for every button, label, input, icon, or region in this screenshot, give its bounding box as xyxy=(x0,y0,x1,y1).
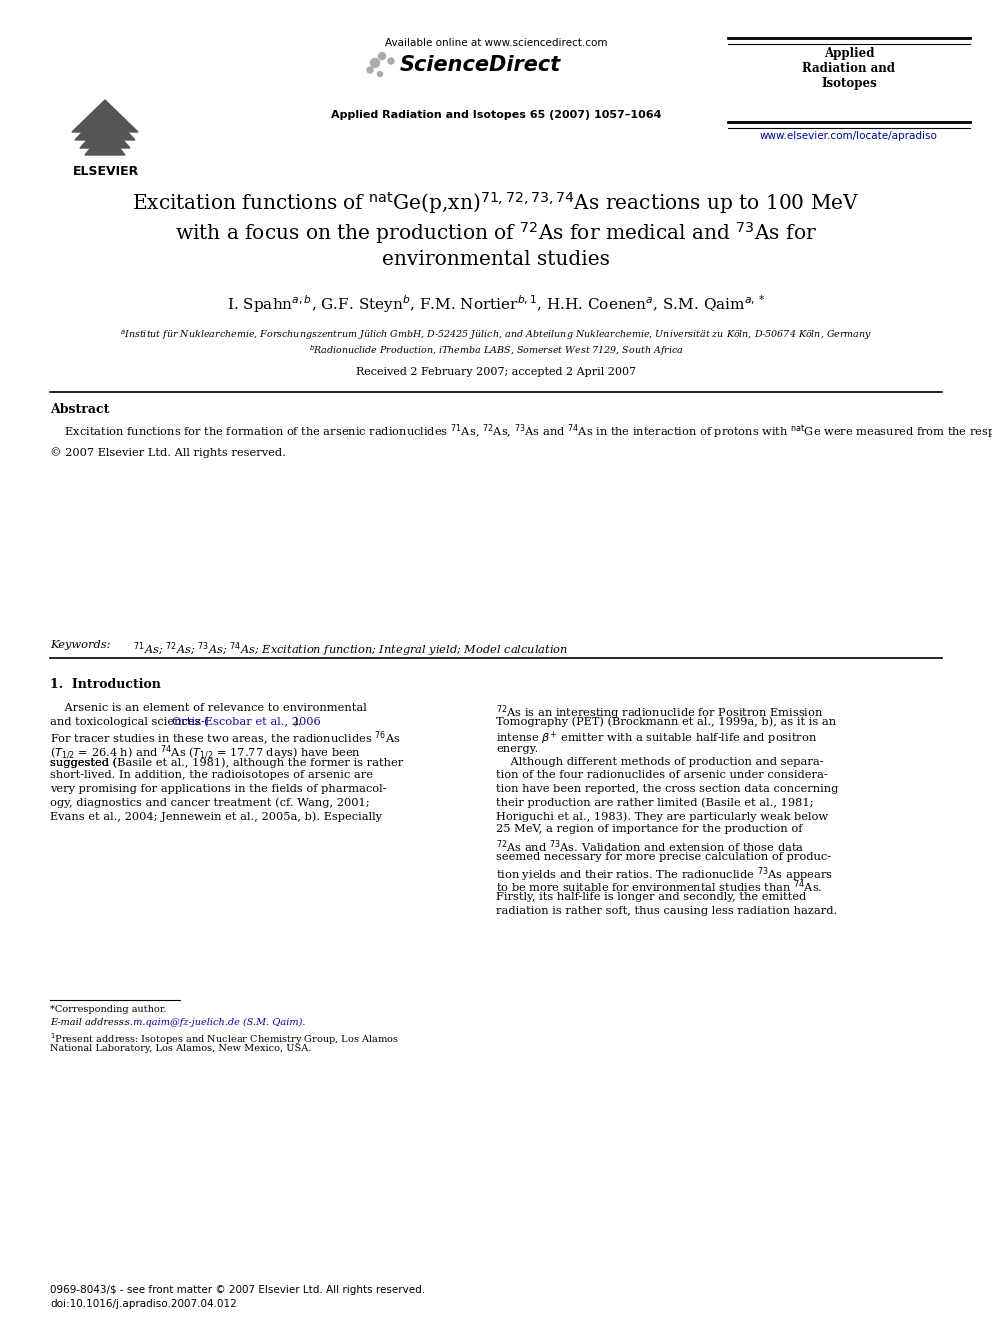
Text: suggested (: suggested ( xyxy=(50,757,117,767)
Text: Received 2 February 2007; accepted 2 April 2007: Received 2 February 2007; accepted 2 Apr… xyxy=(356,366,636,377)
Text: Available online at www.sciencedirect.com: Available online at www.sciencedirect.co… xyxy=(385,38,607,48)
Circle shape xyxy=(370,58,380,67)
Text: $^{1}$Present address: Isotopes and Nuclear Chemistry Group, Los Alamos: $^{1}$Present address: Isotopes and Nucl… xyxy=(50,1031,399,1046)
Text: National Laboratory, Los Alamos, New Mexico, USA.: National Laboratory, Los Alamos, New Mex… xyxy=(50,1044,311,1053)
Text: Arsenic is an element of relevance to environmental: Arsenic is an element of relevance to en… xyxy=(50,703,367,713)
Text: Horiguchi et al., 1983). They are particularly weak below: Horiguchi et al., 1983). They are partic… xyxy=(496,811,828,822)
Text: www.elsevier.com/locate/apradiso: www.elsevier.com/locate/apradiso xyxy=(760,131,938,142)
Text: Keywords:: Keywords: xyxy=(50,640,110,650)
Text: s.m.qaim@fz-juelich.de (S.M. Qaim).: s.m.qaim@fz-juelich.de (S.M. Qaim). xyxy=(125,1017,306,1027)
Text: seemed necessary for more precise calculation of produc-: seemed necessary for more precise calcul… xyxy=(496,852,831,861)
Text: Excitation functions of $^{\rm nat}$Ge(p,xn)$^{\rm 71,72,73,74}$As reactions up : Excitation functions of $^{\rm nat}$Ge(p… xyxy=(132,191,860,216)
Text: tion have been reported, the cross section data concerning: tion have been reported, the cross secti… xyxy=(496,785,838,794)
Text: 0969-8043/$ - see front matter © 2007 Elsevier Ltd. All rights reserved.: 0969-8043/$ - see front matter © 2007 El… xyxy=(50,1285,426,1295)
Text: radiation is rather soft, thus causing less radiation hazard.: radiation is rather soft, thus causing l… xyxy=(496,905,837,916)
Text: their production are rather limited (Basile et al., 1981;: their production are rather limited (Bas… xyxy=(496,798,813,808)
Text: energy.: energy. xyxy=(496,744,539,754)
Text: short-lived. In addition, the radioisotopes of arsenic are: short-lived. In addition, the radioisoto… xyxy=(50,770,373,781)
Text: very promising for applications in the fields of pharmacol-: very promising for applications in the f… xyxy=(50,785,387,794)
Text: 25 MeV, a region of importance for the production of: 25 MeV, a region of importance for the p… xyxy=(496,824,803,835)
Text: E-mail address:: E-mail address: xyxy=(50,1017,130,1027)
Text: ogy, diagnostics and cancer treatment (cf. Wang, 2001;: ogy, diagnostics and cancer treatment (c… xyxy=(50,798,370,808)
Text: Although different methods of production and separa-: Although different methods of production… xyxy=(496,757,823,767)
Text: intense $\beta^{+}$ emitter with a suitable half-life and positron: intense $\beta^{+}$ emitter with a suita… xyxy=(496,730,817,747)
Circle shape xyxy=(379,53,386,60)
Text: For tracer studies in these two areas, the radionuclides $^{76}$As: For tracer studies in these two areas, t… xyxy=(50,730,401,749)
Text: environmental studies: environmental studies xyxy=(382,250,610,269)
Polygon shape xyxy=(72,101,138,132)
Text: suggested (Basile et al., 1981), although the former is rather: suggested (Basile et al., 1981), althoug… xyxy=(50,757,404,767)
Text: Ortiz-Escobar et al., 2006: Ortiz-Escobar et al., 2006 xyxy=(172,717,320,726)
Text: doi:10.1016/j.apradiso.2007.04.012: doi:10.1016/j.apradiso.2007.04.012 xyxy=(50,1299,237,1308)
Text: Tomography (PET) (Brockmann et al., 1999a, b), as it is an: Tomography (PET) (Brockmann et al., 1999… xyxy=(496,717,836,728)
Text: Applied Radiation and Isotopes 65 (2007) 1057–1064: Applied Radiation and Isotopes 65 (2007)… xyxy=(330,110,662,120)
Text: and toxicological sciences (: and toxicological sciences ( xyxy=(50,717,208,728)
Circle shape xyxy=(367,67,373,73)
Text: *Corresponding author.: *Corresponding author. xyxy=(50,1005,167,1013)
Polygon shape xyxy=(75,108,135,140)
Text: ELSEVIER: ELSEVIER xyxy=(72,165,139,179)
Text: Evans et al., 2004; Jennewein et al., 2005a, b). Especially: Evans et al., 2004; Jennewein et al., 20… xyxy=(50,811,382,822)
Text: Applied
Radiation and
Isotopes: Applied Radiation and Isotopes xyxy=(803,48,896,90)
Text: ScienceDirect: ScienceDirect xyxy=(400,56,561,75)
Text: $^{71}$As; $^{72}$As; $^{73}$As; $^{74}$As; Excitation function; Integral yield;: $^{71}$As; $^{72}$As; $^{73}$As; $^{74}$… xyxy=(130,640,568,659)
Text: to be more suitable for environmental studies than $^{74}$As.: to be more suitable for environmental st… xyxy=(496,878,822,896)
Circle shape xyxy=(378,71,383,77)
Text: Firstly, its half-life is longer and secondly, the emitted: Firstly, its half-life is longer and sec… xyxy=(496,892,806,902)
Bar xyxy=(102,119,110,138)
Text: Excitation functions for the formation of the arsenic radionuclides $^{71}$As, $: Excitation functions for the formation o… xyxy=(50,422,992,458)
Text: tion yields and their ratios. The radionuclide $^{73}$As appears: tion yields and their ratios. The radion… xyxy=(496,865,832,884)
Text: 1.  Introduction: 1. Introduction xyxy=(50,677,161,691)
Text: $^{b}$Radionuclide Production, iThemba LABS, Somerset West 7129, South Africa: $^{b}$Radionuclide Production, iThemba L… xyxy=(309,343,683,357)
Text: ).: ). xyxy=(293,717,302,726)
Circle shape xyxy=(388,58,394,64)
Text: $^{a}$Institut für Nuklearchemie, Forschungszentrum Jülich GmbH, D-52425 Jülich,: $^{a}$Institut für Nuklearchemie, Forsch… xyxy=(120,328,872,343)
Text: Abstract: Abstract xyxy=(50,404,109,415)
Text: tion of the four radionuclides of arsenic under considera-: tion of the four radionuclides of arseni… xyxy=(496,770,827,781)
Text: $^{72}$As and $^{73}$As. Validation and extension of those data: $^{72}$As and $^{73}$As. Validation and … xyxy=(496,837,805,855)
Polygon shape xyxy=(85,130,125,155)
Text: ($T_{1/2}$ = 26.4 h) and $^{74}$As ($T_{1/2}$ = 17.77 days) have been: ($T_{1/2}$ = 26.4 h) and $^{74}$As ($T_{… xyxy=(50,744,361,762)
Text: with a focus on the production of $^{\rm 72}$As for medical and $^{\rm 73}$As fo: with a focus on the production of $^{\rm… xyxy=(175,220,817,246)
Text: $^{72}$As is an interesting radionuclide for Positron Emission: $^{72}$As is an interesting radionuclide… xyxy=(496,703,823,721)
Text: I. Spahn$^{a,b}$, G.F. Steyn$^{b}$, F.M. Nortier$^{b,1}$, H.H. Coenen$^{a}$, S.M: I. Spahn$^{a,b}$, G.F. Steyn$^{b}$, F.M.… xyxy=(227,292,765,315)
Polygon shape xyxy=(80,120,130,148)
